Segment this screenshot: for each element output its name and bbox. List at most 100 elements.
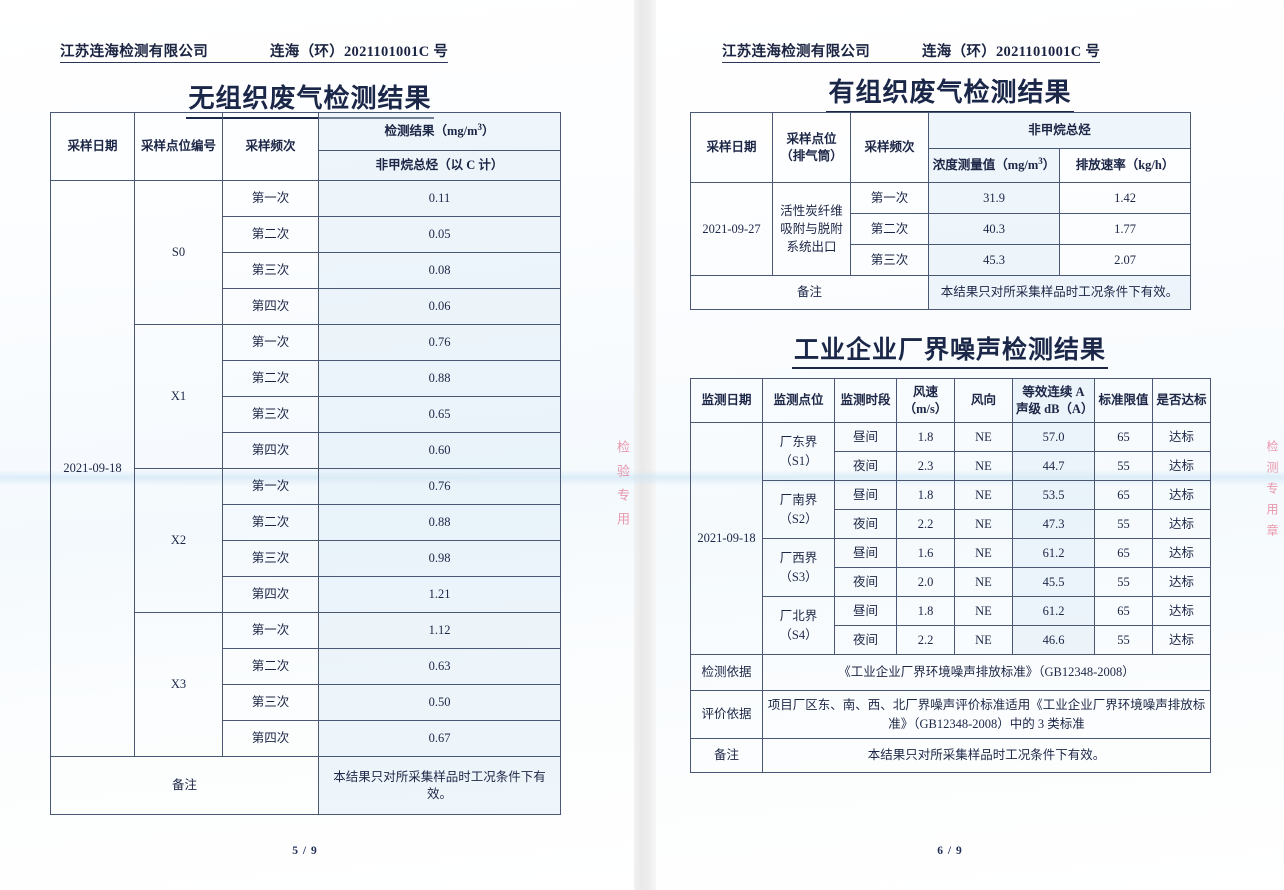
cell-noise-wind-direction: NE <box>954 480 1013 510</box>
noise-table-wrap: 监测日期 监测点位 监测时段 风速（m/s） 风向 等效连续 A 声级 dB（A… <box>690 378 1211 773</box>
cell-stack-frequency: 第一次 <box>850 182 929 214</box>
cell-result-value: 0.65 <box>318 396 561 433</box>
cell-noise-wind-speed: 2.3 <box>896 451 955 481</box>
table-row: 2021-09-18 S0 第一次 0.11 <box>50 180 561 757</box>
th-stack-point: 采样点位（排气筒） <box>772 112 851 183</box>
cell-sampling-frequency: 第三次 <box>222 540 319 577</box>
table-row: 第二次 0.88 <box>51 504 561 541</box>
cell-noise-level: 57.0 <box>1012 422 1095 452</box>
table-row: 2021-09-27 活性炭纤维吸附与脱附系统出口 第一次 31.9 1.42 <box>690 182 1192 276</box>
table-row: 第三次 0.50 <box>51 684 561 721</box>
cell-noise-period: 昼间 <box>834 596 897 626</box>
th-noise-point: 监测点位 <box>762 378 835 423</box>
cell-noise-wind-direction: NE <box>954 422 1013 452</box>
cell-sampling-point: S0 <box>134 180 223 325</box>
cell-noise-wind-direction: NE <box>954 567 1013 597</box>
cell-note-label: 备注 <box>690 275 929 310</box>
cell-noise-wind-direction: NE <box>954 625 1013 655</box>
page-left-header: 江苏连海检测有限公司 连海（环）2021101001C 号 <box>60 40 580 63</box>
cell-noise-wind-direction: NE <box>954 538 1013 568</box>
th-sampling-point: 采样点位编号 <box>134 112 223 181</box>
page-right-title-stack: 有组织废气检测结果 <box>700 72 1200 113</box>
cell-noise-point: 厂北界（S4） <box>762 596 835 655</box>
noise-table: 监测日期 监测点位 监测时段 风速（m/s） 风向 等效连续 A 声级 dB（A… <box>690 378 1211 773</box>
cell-sampling-frequency: 第二次 <box>222 504 319 541</box>
company-name-right: 江苏连海检测有限公司 <box>722 40 870 63</box>
cell-basis-label: 检测依据 <box>690 654 763 691</box>
cell-sampling-frequency: 第四次 <box>222 720 319 757</box>
cell-sampling-frequency: 第四次 <box>222 576 319 613</box>
cell-result-value: 0.88 <box>318 504 561 541</box>
cell-noise-limit: 55 <box>1094 509 1153 539</box>
cell-noise-period: 夜间 <box>834 451 897 481</box>
header-rule-gap <box>208 45 270 63</box>
table-row: 夜间 2.2 NE 47.3 55 达标 <box>691 509 1211 539</box>
document-number: 连海（环）2021101001C 号 <box>270 40 449 63</box>
cell-noise-pass: 达标 <box>1152 596 1211 626</box>
cell-noise-level: 45.5 <box>1012 567 1095 597</box>
cell-noise-wind-speed: 1.8 <box>896 422 955 452</box>
th-stack-date: 采样日期 <box>690 112 773 183</box>
page-seam <box>634 0 656 890</box>
th-result-group-text: 检测结果（mg/m <box>384 124 478 139</box>
cell-sampling-frequency: 第二次 <box>222 360 319 397</box>
cell-noise-wind-direction: NE <box>954 509 1013 539</box>
th-result-group-tail: ） <box>482 124 495 139</box>
cell-result-value: 0.08 <box>318 252 561 289</box>
table-row: 2021-09-18 厂东界（S1） 昼间 1.8 NE 57.0 65 达标 <box>690 422 1211 655</box>
cell-note-label: 备注 <box>690 738 763 773</box>
cell-sampling-frequency: 第一次 <box>222 612 319 649</box>
stack-emission-table-body: 2021-09-27 活性炭纤维吸附与脱附系统出口 第一次 31.9 1.42 第二次 40… <box>690 182 1192 310</box>
cell-sampling-frequency: 第四次 <box>222 288 319 325</box>
noise-title-text: 工业企业厂界噪声检测结果 <box>791 335 1108 369</box>
table-row: 厂北界（S4） 昼间 1.8 NE 61.2 65 达标 <box>691 596 1211 655</box>
cell-noise-wind-speed: 2.2 <box>896 625 955 655</box>
cell-noise-pass: 达标 <box>1152 625 1211 655</box>
cell-noise-limit: 65 <box>1094 422 1153 452</box>
cell-noise-pass: 达标 <box>1152 422 1211 452</box>
cell-stack-concentration: 40.3 <box>928 213 1060 245</box>
cell-sampling-frequency: 第一次 <box>222 468 319 505</box>
page-right-title-noise: 工业企业厂界噪声检测结果 <box>700 330 1200 369</box>
cell-note-text: 本结果只对所采集样品时工况条件下有效。 <box>762 738 1211 773</box>
noise-table-body: 2021-09-18 厂东界（S1） 昼间 1.8 NE 57.0 65 达标 夜间 2.3 NE 4… <box>690 422 1211 773</box>
page-right-number-text: 6 / 9 <box>937 845 963 857</box>
th-stack-analyte: 非甲烷总烃 <box>927 112 1192 149</box>
cell-noise-wind-speed: 2.0 <box>896 567 955 597</box>
stack-emission-table: 采样日期 采样点位（排气筒） 采样频次 非甲烷总烃 浓度测量值（mg/m3） 排… <box>690 112 1192 310</box>
stack-emission-table-wrap: 采样日期 采样点位（排气筒） 采样频次 非甲烷总烃 浓度测量值（mg/m3） 排… <box>690 112 1192 310</box>
cell-result-value: 0.98 <box>318 540 561 577</box>
cell-noise-wind-direction: NE <box>954 451 1013 481</box>
cell-stack-point: 活性炭纤维吸附与脱附系统出口 <box>772 182 851 276</box>
cell-noise-point: 厂东界（S1） <box>762 422 835 481</box>
th-noise-level: 等效连续 A 声级 dB（A） <box>1012 378 1095 423</box>
cell-noise-point: 厂西界（S3） <box>762 538 835 597</box>
page-left-number: 5 / 9 <box>50 845 560 857</box>
cell-noise-wind-speed: 1.8 <box>896 480 955 510</box>
cell-noise-period: 昼间 <box>834 538 897 568</box>
table-note-row: 备注 本结果只对所采集样品时工况条件下有效。 <box>690 275 1192 310</box>
table-row: 第二次 0.63 <box>51 648 561 685</box>
th-stack-concentration: 浓度测量值（mg/m3） <box>928 148 1060 183</box>
cell-noise-date: 2021-09-18 <box>690 422 763 655</box>
cell-stack-concentration: 31.9 <box>928 182 1060 214</box>
cell-sampling-frequency: 第一次 <box>222 180 319 217</box>
cell-noise-limit: 55 <box>1094 625 1153 655</box>
cell-noise-point: 厂南界（S2） <box>762 480 835 539</box>
cell-stack-rate: 2.07 <box>1058 244 1192 276</box>
table-row: X2 第一次 0.76 <box>51 468 561 613</box>
cell-note-label: 备注 <box>50 756 319 815</box>
table-row: X1 第一次 0.76 <box>51 324 561 469</box>
th-noise-period: 监测时段 <box>834 378 897 423</box>
cell-sampling-frequency: 第一次 <box>222 324 319 361</box>
unorganized-emission-table-wrap: 采样日期 采样点位编号 采样频次 检测结果（mg/m3） 非甲烷总烃（以 C 计… <box>50 112 561 815</box>
cell-noise-pass: 达标 <box>1152 451 1211 481</box>
cell-noise-period: 昼间 <box>834 422 897 452</box>
company-name: 江苏连海检测有限公司 <box>60 40 208 63</box>
cell-noise-wind-speed: 1.8 <box>896 596 955 626</box>
page-left-title-text: 无组织废气检测结果 <box>186 84 434 119</box>
cell-sampling-frequency: 第二次 <box>222 216 319 253</box>
table-row: 夜间 2.3 NE 44.7 55 达标 <box>691 451 1211 481</box>
cell-noise-wind-speed: 1.6 <box>896 538 955 568</box>
cell-noise-limit: 65 <box>1094 596 1153 626</box>
